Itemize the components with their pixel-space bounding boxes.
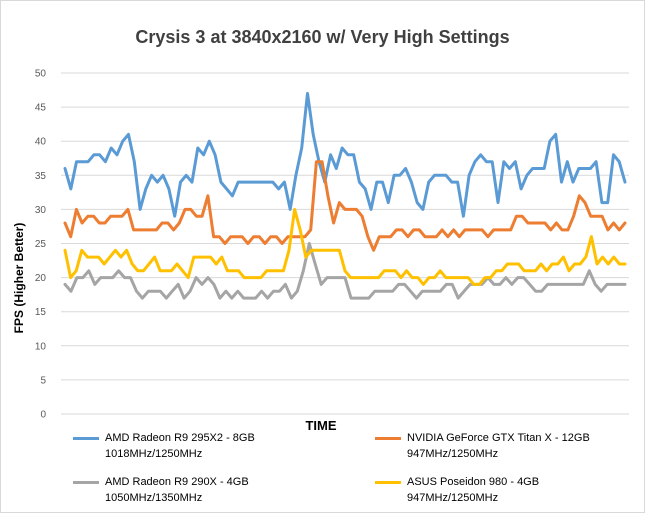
legend-sublabel-series-2: 947MHz/1250MHz — [407, 448, 499, 460]
legend-swatch-series-2 — [375, 437, 401, 440]
legend-label-series-1: AMD Radeon R9 295X2 - 8GB — [105, 432, 255, 444]
y-tick-label: 20 — [35, 273, 47, 284]
y-tick-label: 40 — [35, 137, 47, 148]
series-line-4 — [63, 207, 627, 286]
legend-sublabel-series-3: 1050MHz/1350MHz — [105, 492, 203, 504]
legend-swatch-series-1 — [73, 437, 99, 440]
legend-label-series-2: NVIDIA GeForce GTX Titan X - 12GB — [407, 432, 590, 444]
y-tick-label: 50 — [35, 69, 47, 80]
y-tick-label: 15 — [35, 307, 47, 318]
legend-swatch-series-3 — [73, 481, 99, 484]
y-tick-label: 35 — [35, 171, 47, 182]
y-tick-label: 25 — [35, 239, 47, 250]
series-line-3 — [63, 242, 627, 300]
legend-label-series-4: ASUS Poseidon 980 - 4GB — [407, 476, 540, 488]
legend-sublabel-series-4: 947MHz/1250MHz — [407, 492, 499, 504]
legend-label-series-3: AMD Radeon R9 290X - 4GB — [105, 476, 249, 488]
y-tick-label: 45 — [35, 103, 47, 114]
chart-title: Crysis 3 at 3840x2160 w/ Very High Setti… — [135, 27, 510, 47]
legend-swatch-series-4 — [375, 481, 401, 484]
legend-sublabel-series-1: 1018MHz/1250MHz — [105, 448, 203, 460]
x-axis-label: TIME — [305, 418, 337, 433]
y-tick-label: 30 — [35, 205, 47, 216]
series-line-1 — [63, 92, 627, 218]
y-tick-label: 5 — [40, 375, 46, 386]
y-tick-label: 0 — [40, 410, 46, 421]
series-line-2 — [63, 160, 627, 252]
y-tick-label: 10 — [35, 341, 47, 352]
